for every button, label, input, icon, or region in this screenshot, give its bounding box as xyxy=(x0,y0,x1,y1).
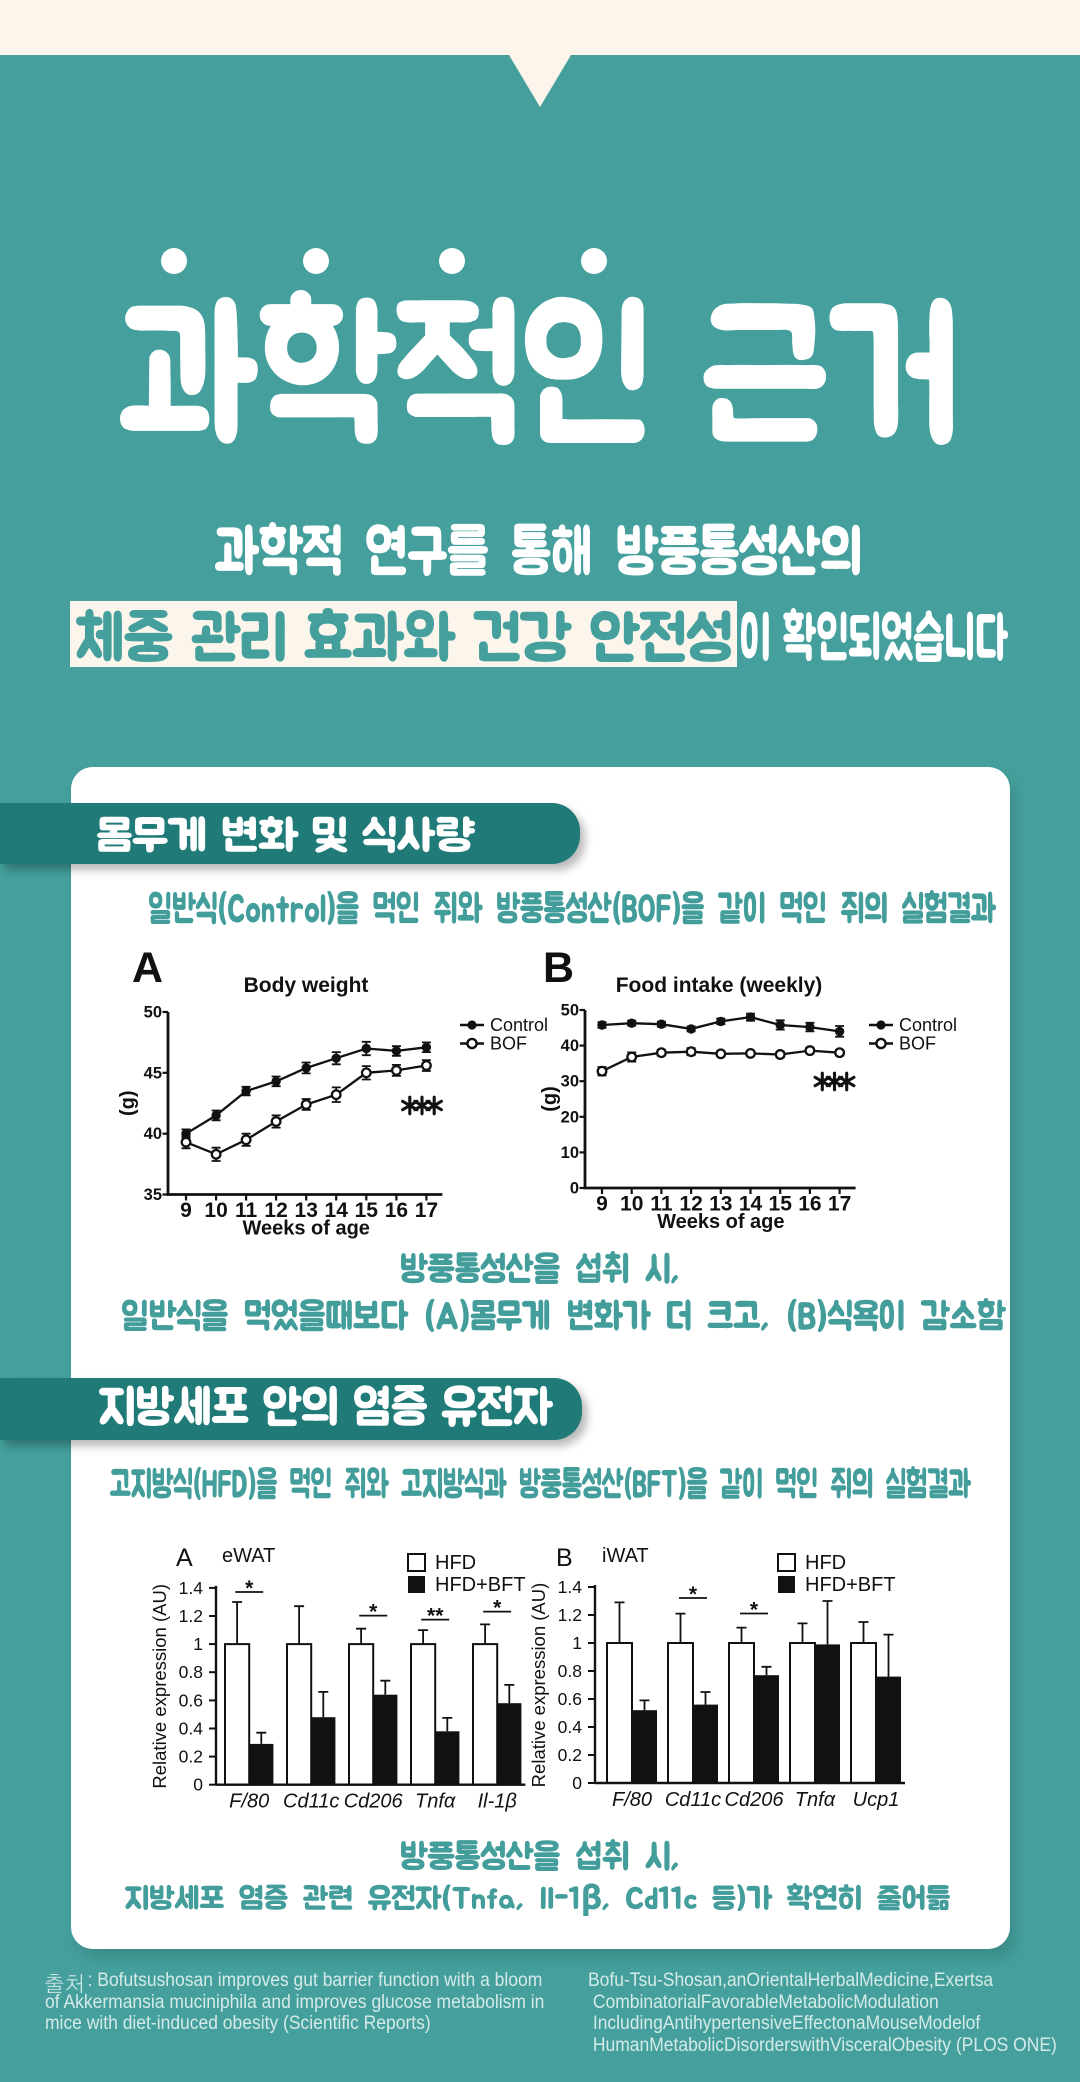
svg-text:9: 9 xyxy=(596,1193,608,1216)
svg-text:0.8: 0.8 xyxy=(179,1662,203,1682)
svg-text:1.2: 1.2 xyxy=(179,1606,203,1626)
svg-text:BOF: BOF xyxy=(490,1034,527,1054)
svg-text:*: * xyxy=(245,1577,254,1600)
svg-text:Weeks of age: Weeks of age xyxy=(242,1218,369,1240)
svg-text:40: 40 xyxy=(561,1037,579,1055)
svg-text:14: 14 xyxy=(739,1193,763,1216)
svg-text:*: * xyxy=(750,1599,759,1622)
svg-text:F/80: F/80 xyxy=(612,1789,652,1811)
svg-text:F/80: F/80 xyxy=(229,1791,269,1813)
svg-text:*: * xyxy=(369,1601,378,1624)
svg-text:1: 1 xyxy=(193,1634,203,1654)
svg-text:Cd11c: Cd11c xyxy=(665,1789,721,1811)
svg-text:HFD+BFT: HFD+BFT xyxy=(805,1574,896,1596)
svg-text:0.4: 0.4 xyxy=(558,1717,583,1737)
svg-text:BOF: BOF xyxy=(899,1034,936,1054)
svg-text:30: 30 xyxy=(561,1073,579,1091)
svg-text:12: 12 xyxy=(679,1193,702,1216)
svg-text:iWAT: iWAT xyxy=(602,1545,649,1567)
svg-text:10: 10 xyxy=(620,1193,643,1216)
svg-text:12: 12 xyxy=(264,1199,287,1222)
svg-text:Weeks of age: Weeks of age xyxy=(657,1211,784,1233)
svg-text:(g): (g) xyxy=(539,1086,561,1112)
svg-text:17: 17 xyxy=(828,1193,851,1216)
svg-text:10: 10 xyxy=(204,1199,227,1222)
svg-text:50: 50 xyxy=(144,1004,162,1022)
svg-text:13: 13 xyxy=(295,1199,318,1222)
svg-text:**: ** xyxy=(427,1605,444,1628)
svg-text:*: * xyxy=(689,1583,698,1606)
svg-text:11: 11 xyxy=(235,1199,258,1222)
svg-text:HFD: HFD xyxy=(805,1552,846,1574)
svg-text:13: 13 xyxy=(709,1193,732,1216)
svg-text:0.8: 0.8 xyxy=(558,1661,582,1681)
svg-text:Food intake (weekly): Food intake (weekly) xyxy=(616,974,823,997)
svg-text:20: 20 xyxy=(561,1108,579,1126)
svg-text:15: 15 xyxy=(769,1193,793,1216)
svg-text:14: 14 xyxy=(325,1199,349,1222)
svg-text:Cd11c: Cd11c xyxy=(283,1791,339,1813)
svg-text:0.6: 0.6 xyxy=(179,1690,203,1710)
svg-text:A: A xyxy=(176,1544,193,1572)
svg-text:Body weight: Body weight xyxy=(244,974,369,997)
svg-text:45: 45 xyxy=(144,1064,162,1082)
svg-text:11: 11 xyxy=(650,1193,673,1216)
svg-text:10: 10 xyxy=(561,1144,579,1162)
svg-text:Relative expression (AU): Relative expression (AU) xyxy=(528,1583,549,1788)
svg-text:B: B xyxy=(556,1544,573,1572)
svg-text:0.2: 0.2 xyxy=(179,1747,203,1767)
svg-text:Ucp1: Ucp1 xyxy=(853,1789,900,1811)
svg-text:9: 9 xyxy=(180,1199,192,1222)
svg-text:Tnfα: Tnfα xyxy=(795,1789,836,1811)
svg-text:Relative expression (AU): Relative expression (AU) xyxy=(149,1584,170,1789)
svg-text:16: 16 xyxy=(798,1193,821,1216)
svg-text:Cd206: Cd206 xyxy=(344,1791,404,1813)
svg-text:*: * xyxy=(493,1597,502,1620)
svg-text:Cd206: Cd206 xyxy=(725,1789,785,1811)
svg-text:0: 0 xyxy=(572,1773,582,1793)
svg-text:0: 0 xyxy=(193,1775,203,1795)
svg-text:1.4: 1.4 xyxy=(558,1577,583,1597)
svg-text:Control: Control xyxy=(490,1015,548,1035)
svg-text:35: 35 xyxy=(144,1186,162,1204)
svg-text:eWAT: eWAT xyxy=(222,1545,275,1567)
svg-text:(g): (g) xyxy=(117,1090,139,1116)
svg-text:1: 1 xyxy=(572,1633,582,1653)
svg-text:16: 16 xyxy=(385,1199,408,1222)
svg-text:Control: Control xyxy=(899,1015,957,1035)
svg-text:1.2: 1.2 xyxy=(558,1605,582,1625)
svg-text:0.6: 0.6 xyxy=(558,1689,582,1709)
svg-text:17: 17 xyxy=(415,1199,438,1222)
svg-text:15: 15 xyxy=(355,1199,379,1222)
svg-text:0: 0 xyxy=(570,1180,579,1198)
svg-text:0.4: 0.4 xyxy=(179,1719,204,1739)
svg-text:50: 50 xyxy=(561,1002,579,1020)
svg-text:HFD+BFT: HFD+BFT xyxy=(435,1574,526,1596)
svg-text:HFD: HFD xyxy=(435,1552,476,1574)
svg-text:0.2: 0.2 xyxy=(558,1745,582,1765)
svg-text:Tnfα: Tnfα xyxy=(415,1791,456,1813)
svg-text:40: 40 xyxy=(144,1125,162,1143)
svg-text:1.4: 1.4 xyxy=(179,1578,204,1598)
svg-text:Il-1β: Il-1β xyxy=(478,1791,517,1813)
